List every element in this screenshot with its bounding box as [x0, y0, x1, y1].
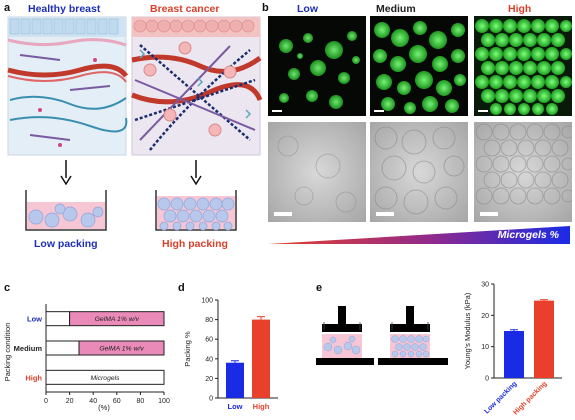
high-packing-well [155, 190, 237, 231]
c-axis: 0 20 40 60 80 100 Low Medium High [14, 304, 170, 405]
e-bar [534, 300, 554, 378]
fluorescence-low [268, 16, 366, 116]
panel-d-label: d [178, 282, 185, 294]
chart-d: Packing % 0 20 40 60 80 100 Low High [183, 298, 278, 411]
low-packing-label: Low packing [34, 238, 98, 250]
c-row-label: High [25, 373, 42, 382]
e-y-title: Young's Modulus (kPa) [463, 292, 472, 369]
e-y-tick-label: 30 [481, 282, 489, 289]
e-bar [504, 331, 524, 378]
c-bar-segment-white [45, 311, 71, 327]
high-packing-label: High packing [162, 238, 228, 250]
d-y-tick-label: 80 [205, 317, 213, 324]
breast-cancer-title: Breast cancer [150, 3, 220, 15]
compression-schematic [316, 306, 448, 365]
fluorescence-medium [370, 16, 468, 116]
d-bar [226, 362, 244, 398]
d-y-tick-label: 100 [201, 298, 213, 305]
c-bar-text: Microgels [90, 375, 120, 382]
panel-c-label: c [4, 282, 11, 294]
c-x-tick-label: 80 [137, 398, 145, 405]
panel-a-label: a [4, 2, 11, 14]
c-row-label: Medium [14, 344, 43, 353]
c-bar-segment-pink [69, 311, 165, 327]
low-packing-well [25, 190, 107, 231]
d-y-tick-label: 60 [205, 337, 213, 344]
c-bar-segment-white [45, 340, 80, 356]
c-bar-text: GelMA 1% w/v [99, 346, 144, 353]
c-row-label: Low [27, 315, 42, 324]
d-y-tick-label: 20 [205, 376, 213, 383]
c-x-unit: (%) [98, 403, 110, 412]
microgels-percent-label: Microgels % [497, 229, 559, 241]
d-y-tick-label: 0 [209, 396, 213, 403]
down-arrow-icon [190, 175, 202, 186]
panel-e-label: e [316, 282, 323, 294]
d-y-tick-label: 40 [205, 356, 213, 363]
d-y-title: Packing % [183, 331, 192, 367]
c-x-tick-label: 100 [158, 398, 170, 405]
brightfield-low [268, 122, 366, 222]
d-bar [252, 319, 270, 398]
d-category-label: High [253, 402, 270, 411]
c-bar-segment-pink [78, 340, 165, 356]
c-bars: GelMA 1% w/v GelMA 1% w/v Microgels [45, 311, 165, 385]
panel-a-illustration [7, 16, 263, 231]
fluorescence-high [474, 16, 572, 116]
microgel-gradient-bar [268, 226, 570, 244]
brightfield-medium [370, 122, 468, 222]
column-medium-title: Medium [376, 3, 416, 15]
microscopy-grid [268, 16, 572, 222]
healthy-tissue-illustration [7, 16, 129, 156]
c-x-tick-label: 40 [89, 398, 97, 405]
brightfield-high [474, 122, 572, 222]
c-y-title: Packing condition [3, 323, 12, 382]
chart-c: Packing condition 0 20 40 60 80 100 Low Medium H… [3, 304, 170, 412]
e-y-tick-label: 20 [481, 313, 489, 320]
column-low-title: Low [297, 3, 318, 15]
cancer-tissue-illustration [131, 16, 263, 156]
compression-plunger-right [378, 306, 448, 365]
d-category-label: Low [228, 402, 243, 411]
healthy-breast-title: Healthy breast [28, 3, 101, 15]
compression-plunger-left [316, 306, 374, 365]
c-x-tick-label: 60 [113, 398, 121, 405]
e-y-tick-label: 10 [481, 344, 489, 351]
c-x-tick-label: 20 [66, 398, 74, 405]
column-high-title: High [508, 3, 532, 15]
c-bar-segment-white [45, 369, 165, 385]
down-arrow-icon [60, 175, 72, 186]
d-bars: Low High [226, 316, 270, 411]
e-y-tick-label: 0 [485, 376, 489, 383]
c-bar-text: GelMA 1% w/v [95, 316, 140, 323]
c-x-tick-label: 0 [44, 398, 48, 405]
panel-b-label: b [262, 2, 269, 14]
